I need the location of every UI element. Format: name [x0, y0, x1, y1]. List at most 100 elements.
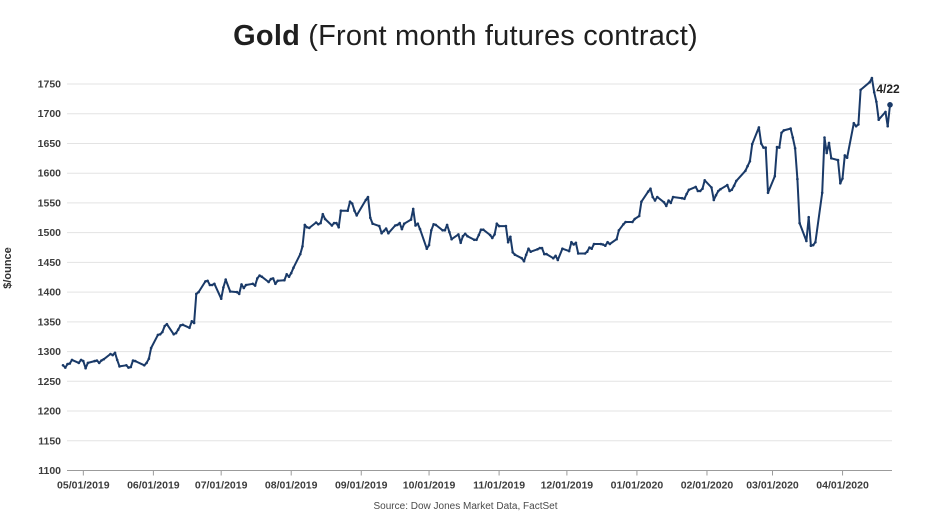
data-point-marker	[95, 359, 99, 362]
data-point-marker	[710, 186, 713, 189]
x-tick-label: 01/01/2020	[611, 480, 664, 492]
data-point-marker	[509, 235, 512, 239]
data-point-marker	[656, 195, 659, 199]
data-point-marker	[283, 278, 286, 282]
data-point-marker	[843, 154, 847, 157]
data-point-marker	[208, 283, 212, 287]
data-point-marker	[744, 169, 747, 173]
chart-title: Gold (Front month futures contract)	[0, 20, 931, 53]
data-point-marker	[125, 364, 128, 367]
data-point-marker	[590, 247, 593, 250]
x-tick-label: 11/01/2019	[473, 480, 525, 492]
data-point-marker	[97, 361, 101, 365]
x-tick-label: 03/01/2020	[746, 480, 799, 492]
data-point-marker	[192, 321, 196, 325]
data-point-marker	[789, 127, 792, 130]
data-point-marker	[805, 239, 808, 243]
data-point-marker	[402, 222, 406, 225]
data-point-marker	[472, 238, 476, 242]
data-point-marker	[382, 229, 386, 233]
data-point-marker	[269, 277, 273, 281]
data-point-marker	[466, 234, 469, 238]
data-point-marker	[696, 189, 700, 193]
data-point-marker	[870, 76, 874, 80]
data-point-marker	[807, 215, 810, 219]
data-point-marker	[637, 214, 641, 218]
data-point-marker	[622, 223, 625, 226]
data-point-marker	[163, 324, 166, 328]
data-point-marker	[240, 283, 243, 286]
x-tick-label: 05/01/2019	[57, 480, 110, 492]
data-point-marker	[339, 209, 343, 212]
x-tick-label: 06/01/2019	[127, 480, 180, 492]
y-tick-label-1700: 1700	[38, 108, 62, 120]
data-point-marker	[77, 361, 81, 365]
data-point-marker	[172, 333, 175, 336]
data-point-marker	[161, 330, 164, 334]
data-point-marker	[251, 282, 255, 286]
data-point-marker	[854, 124, 858, 128]
data-point-marker	[398, 221, 402, 225]
data-point-marker	[305, 226, 309, 229]
y-tick-label-1100: 1100	[38, 465, 61, 477]
data-point-marker	[759, 142, 763, 145]
data-point-marker	[868, 80, 871, 84]
data-point-marker	[244, 283, 248, 287]
data-point-marker	[355, 214, 359, 217]
data-point-marker	[543, 252, 546, 256]
data-point-marker	[527, 247, 530, 250]
data-point-marker	[463, 232, 467, 236]
data-point-marker	[764, 146, 767, 149]
data-point-marker	[380, 231, 383, 235]
data-point-marker	[396, 223, 399, 227]
data-point-marker	[762, 146, 765, 149]
y-tick-label-1750: 1750	[38, 79, 62, 91]
data-point-marker	[427, 243, 431, 247]
data-point-marker	[174, 331, 178, 335]
data-point-marker	[529, 250, 532, 253]
data-point-marker	[687, 188, 691, 192]
y-tick-label-1600: 1600	[38, 168, 62, 180]
data-point-marker	[712, 198, 716, 202]
data-point-marker	[606, 240, 609, 244]
data-point-marker	[857, 123, 860, 126]
data-point-marker	[701, 187, 704, 190]
data-point-marker	[495, 222, 499, 225]
x-tick-label: 08/01/2019	[265, 480, 318, 492]
data-point-marker	[441, 229, 444, 232]
data-point-marker	[253, 284, 257, 287]
data-point-marker	[773, 174, 777, 178]
data-point-marker	[671, 195, 675, 199]
data-point-marker	[84, 366, 87, 370]
data-point-marker	[683, 197, 686, 201]
data-point-marker	[145, 361, 148, 365]
data-point-marker	[188, 326, 191, 330]
data-point-marker	[222, 286, 225, 289]
data-point-marker	[66, 362, 69, 366]
data-point-marker	[102, 358, 105, 361]
data-point-marker	[567, 249, 571, 253]
data-point-marker	[601, 243, 605, 246]
data-point-marker	[782, 129, 786, 132]
data-point-marker	[746, 164, 749, 168]
data-point-marker	[115, 358, 119, 362]
data-point-marker	[197, 290, 200, 294]
data-point-marker	[335, 221, 338, 225]
data-point-marker	[719, 187, 722, 191]
data-point-marker	[301, 245, 304, 248]
data-point-marker	[524, 253, 528, 256]
x-tick-label: 07/01/2019	[195, 480, 248, 492]
data-point-marker	[685, 192, 688, 196]
y-axis-title: $/ounce	[2, 247, 14, 289]
data-point-marker	[766, 191, 770, 195]
data-point-marker	[308, 226, 311, 230]
data-point-marker	[387, 231, 390, 235]
data-point-marker	[640, 200, 643, 203]
data-point-marker	[113, 351, 117, 355]
data-point-marker	[165, 322, 169, 326]
data-point-marker	[588, 246, 591, 249]
data-point-marker	[827, 141, 831, 145]
data-point-marker	[371, 222, 374, 225]
y-tick-label-1150: 1150	[38, 435, 61, 447]
